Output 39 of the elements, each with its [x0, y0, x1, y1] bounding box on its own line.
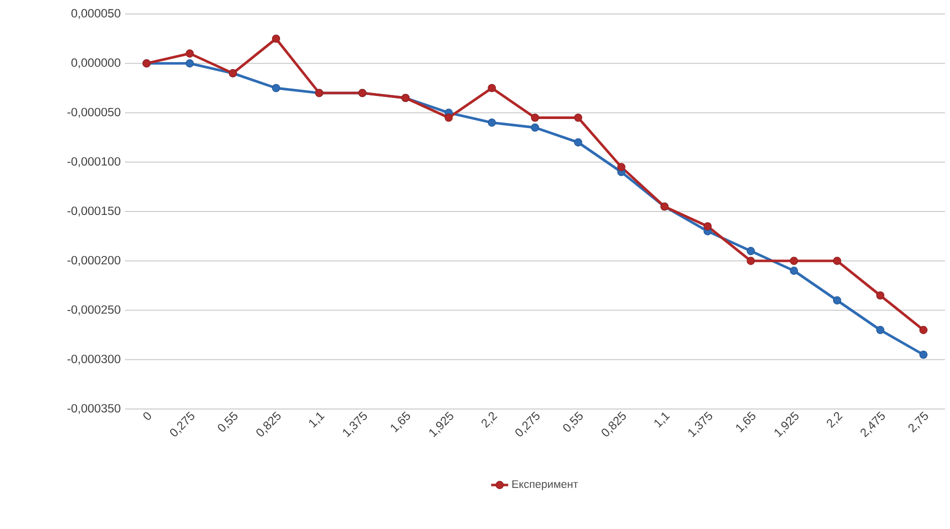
y-tick-label: -0,000250 — [68, 305, 120, 316]
point — [574, 138, 582, 146]
point — [530, 123, 540, 132]
point — [746, 256, 755, 265]
point — [186, 59, 194, 68]
x-tick-label: 0 — [143, 412, 151, 420]
point — [272, 84, 280, 92]
point — [488, 118, 496, 127]
point — [530, 114, 540, 122]
point — [833, 296, 842, 304]
y-tick-label: -0,000050 — [68, 108, 120, 118]
point — [272, 34, 280, 43]
y-tick-label: -0,000100 — [68, 157, 120, 168]
point — [574, 114, 582, 122]
x-tick-label: 1,1 — [654, 412, 670, 428]
y-tick-label: -0,000200 — [68, 256, 120, 266]
point — [790, 266, 798, 275]
point — [186, 49, 194, 58]
point — [704, 222, 712, 230]
x-tick-label: 2,2 — [826, 412, 843, 428]
y-tick-label: -0,000150 — [68, 206, 120, 216]
point — [919, 350, 928, 359]
y-tick-label: 0,000000 — [71, 58, 120, 68]
y-tick-label: -0,000300 — [68, 354, 120, 365]
point — [617, 162, 626, 172]
x-tick-label: 0,55 — [218, 411, 238, 432]
point — [876, 326, 884, 334]
x-tick-label: 1,1 — [309, 412, 325, 428]
y-tick-label: 0,000050 — [71, 9, 120, 19]
x-tick-label: 2,2 — [482, 412, 498, 428]
point — [746, 246, 755, 256]
point — [790, 256, 798, 265]
point — [488, 84, 496, 92]
y-tick-label: -0,000350 — [68, 404, 120, 414]
legend-label: Експеримент — [512, 480, 578, 490]
point — [833, 256, 842, 265]
point — [919, 326, 928, 334]
point — [444, 114, 453, 122]
point — [876, 291, 884, 300]
